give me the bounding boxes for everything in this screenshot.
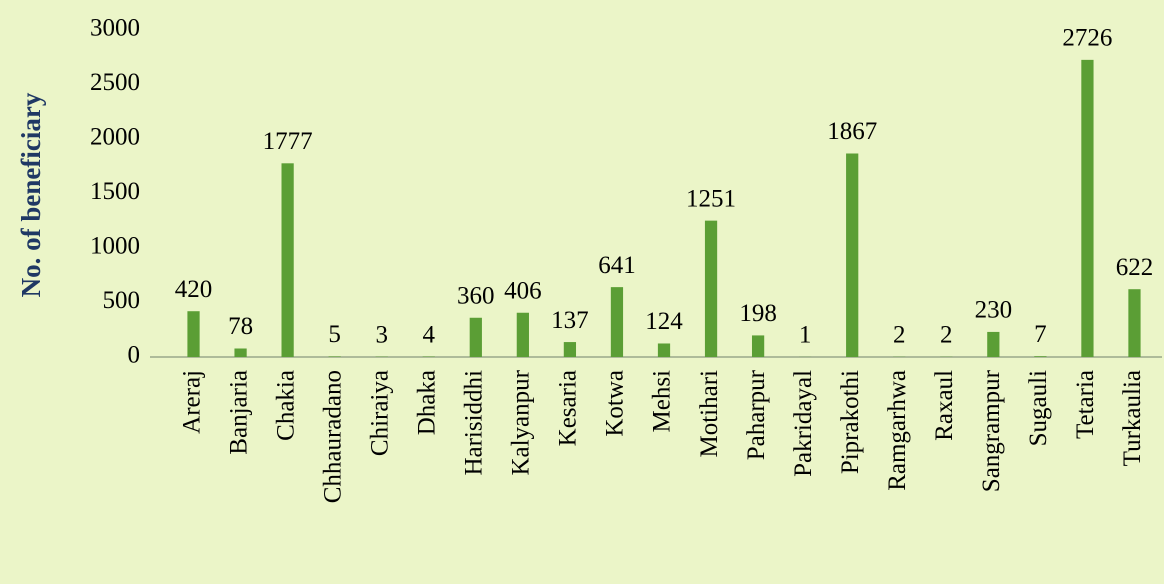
x-tick-label: Mehsi <box>649 370 676 433</box>
data-label: 406 <box>504 277 542 304</box>
bar <box>516 312 529 357</box>
x-tick-label: Chiraiya <box>366 370 393 456</box>
x-tick-label: Paharpur <box>743 369 770 460</box>
y-tick-label: 500 <box>103 287 141 314</box>
data-label: 5 <box>328 321 341 348</box>
data-label: 641 <box>598 252 636 279</box>
x-tick-label: Banjaria <box>225 370 252 455</box>
x-tick-label: Pakridayal <box>790 370 817 477</box>
bar <box>328 356 341 357</box>
x-tick-label: Dhaka <box>413 370 440 435</box>
x-tick-label: Areraj <box>178 370 205 434</box>
bar <box>563 342 577 357</box>
x-tick-label: Kalyanpur <box>508 369 535 475</box>
data-label: 7 <box>1034 321 1047 348</box>
bar <box>1081 59 1094 358</box>
data-label: 78 <box>228 313 253 340</box>
bar <box>751 335 765 357</box>
bar <box>704 220 718 357</box>
y-tick-label: 3000 <box>90 15 140 42</box>
y-tick-label: 1500 <box>90 178 140 205</box>
bar <box>1034 356 1047 357</box>
data-label: 4 <box>423 321 436 348</box>
x-tick-label: Sugauli <box>1025 370 1052 446</box>
bar <box>469 317 482 357</box>
y-tick-label: 2500 <box>90 69 140 96</box>
y-axis-label: No. of beneficiary <box>16 92 46 297</box>
x-tick-label: Kesaria <box>555 370 582 446</box>
data-label: 360 <box>457 282 495 309</box>
data-label: 1777 <box>263 128 313 155</box>
bar <box>987 331 1000 357</box>
bar <box>234 348 247 357</box>
bar <box>281 163 294 357</box>
x-tick-label: Turkaulia <box>1119 370 1146 466</box>
bar <box>846 153 859 357</box>
data-label: 137 <box>551 307 589 334</box>
x-tick-label: Chhauradano <box>319 370 346 503</box>
x-tick-label: Sangrampur <box>978 369 1005 492</box>
bar <box>187 311 200 357</box>
bar <box>610 287 624 357</box>
x-tick-label: Chakia <box>272 370 299 441</box>
y-tick-label: 2000 <box>90 124 140 151</box>
data-label: 2 <box>940 322 953 349</box>
data-label: 1251 <box>686 185 736 212</box>
x-tick-label: Motihari <box>696 370 723 458</box>
x-tick-label: Kotwa <box>602 370 629 437</box>
bar <box>1128 289 1141 357</box>
x-tick-label: Ramgarhwa <box>884 370 911 491</box>
data-label: 2726 <box>1062 25 1112 52</box>
data-label: 3 <box>375 321 388 348</box>
data-label: 230 <box>975 297 1013 324</box>
x-tick-label: Raxaul <box>931 370 958 441</box>
data-label: 1867 <box>827 118 877 145</box>
data-label: 420 <box>175 276 213 303</box>
y-tick-label: 1000 <box>90 233 140 260</box>
data-label: 1 <box>799 322 812 349</box>
x-tick-label: Harisiddhi <box>461 370 488 476</box>
y-tick-label: 0 <box>128 342 141 369</box>
data-label: 2 <box>893 322 906 349</box>
x-tick-label: Piprakothi <box>837 370 864 474</box>
bar <box>657 343 671 357</box>
data-label: 622 <box>1116 254 1154 281</box>
data-label: 124 <box>645 308 683 335</box>
x-tick-label: Tetaria <box>1072 370 1099 439</box>
data-label: 198 <box>739 300 777 327</box>
